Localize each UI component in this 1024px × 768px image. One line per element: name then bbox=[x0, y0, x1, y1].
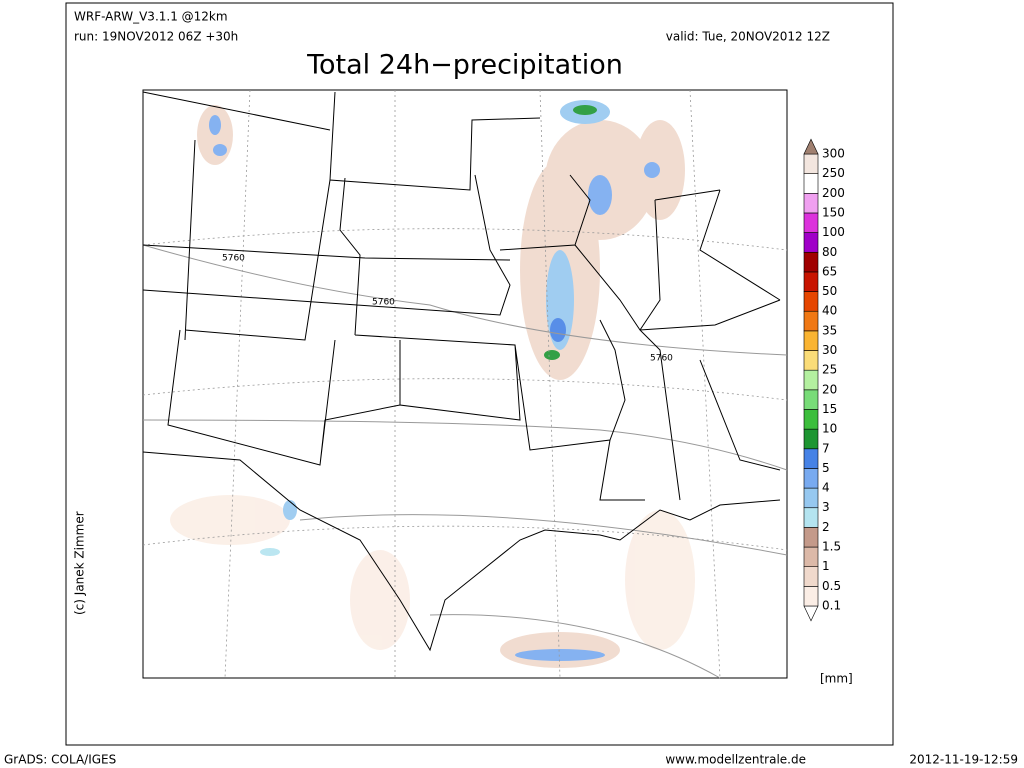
colorbar-label: 10 bbox=[822, 422, 837, 436]
colorbar-label: 300 bbox=[822, 147, 845, 161]
color-box bbox=[803, 507, 819, 528]
contour-label: 5760 bbox=[650, 354, 673, 364]
colorbar-label: 65 bbox=[822, 264, 837, 278]
color-box bbox=[803, 271, 819, 292]
colorbar-label: 3 bbox=[822, 500, 830, 514]
precip-area bbox=[644, 162, 660, 178]
colorbar-label: 4 bbox=[822, 481, 830, 495]
colorbar-label: 40 bbox=[822, 304, 837, 318]
contour-label: 5760 bbox=[372, 298, 395, 308]
colorbar-label: 1 bbox=[822, 559, 830, 573]
colorbar-label: 30 bbox=[822, 343, 837, 357]
map-title: Total 24h−precipitation bbox=[306, 50, 623, 81]
colorbar-label: 25 bbox=[822, 363, 837, 377]
colorbar-label: 0.5 bbox=[822, 579, 841, 593]
color-box bbox=[803, 310, 819, 332]
color-box bbox=[803, 251, 819, 273]
footer-center: www.modellzentrale.de bbox=[665, 753, 806, 767]
colorbar-label: 7 bbox=[822, 441, 830, 455]
colorbar-label: 150 bbox=[822, 205, 845, 219]
color-box bbox=[803, 350, 819, 371]
coastline bbox=[142, 451, 781, 652]
contour-label: 5760 bbox=[222, 254, 245, 264]
precip-area bbox=[550, 318, 566, 342]
colorbar-label: 35 bbox=[822, 323, 837, 337]
colorbar-label: 80 bbox=[822, 245, 837, 259]
precip-area bbox=[283, 500, 297, 520]
color-box bbox=[803, 468, 819, 489]
precip-area bbox=[515, 649, 605, 661]
color-box bbox=[803, 566, 819, 587]
run-label: run: 19NOV2012 06Z +30h bbox=[74, 30, 238, 44]
colorbar-label: 200 bbox=[822, 186, 845, 200]
colorbar-label: 50 bbox=[822, 284, 837, 298]
map bbox=[142, 89, 788, 679]
colorbar-label: 0.1 bbox=[822, 599, 841, 613]
precip-area bbox=[213, 144, 227, 156]
color-box bbox=[803, 232, 819, 253]
model-label: WRF-ARW_V3.1.1 @12km bbox=[74, 10, 228, 24]
color-box bbox=[803, 173, 819, 194]
color-box bbox=[803, 330, 819, 351]
color-box bbox=[803, 389, 819, 410]
color-box bbox=[803, 193, 819, 214]
precip-area bbox=[625, 510, 695, 650]
colorbar-label: 2 bbox=[822, 520, 830, 534]
color-box bbox=[803, 487, 819, 509]
precip-area bbox=[350, 550, 410, 650]
precipitation bbox=[170, 100, 695, 668]
color-box bbox=[803, 369, 819, 391]
colorbar-label: 20 bbox=[822, 382, 837, 396]
color-box bbox=[803, 153, 819, 174]
unit-label: [mm] bbox=[820, 672, 853, 686]
colorbar-label: 100 bbox=[822, 225, 845, 239]
color-box bbox=[803, 586, 819, 607]
valid-label: valid: Tue, 20NOV2012 12Z bbox=[666, 30, 830, 44]
colorbar-label: 250 bbox=[822, 166, 845, 180]
state-border bbox=[142, 91, 781, 501]
colorbar-label: 5 bbox=[822, 461, 830, 475]
color-box bbox=[803, 448, 819, 469]
footer-right: 2012-11-19-12:59 bbox=[909, 753, 1018, 767]
precip-area bbox=[170, 495, 290, 545]
precip-area bbox=[260, 548, 280, 556]
credit: (c) Janek Zimmer bbox=[73, 511, 87, 615]
colorbar-label: 1.5 bbox=[822, 540, 841, 554]
color-box bbox=[803, 527, 819, 548]
contour-line bbox=[142, 419, 788, 679]
frame bbox=[65, 2, 894, 746]
color-triangle bbox=[803, 138, 819, 155]
precip-area bbox=[209, 115, 221, 135]
color-box bbox=[803, 428, 819, 450]
color-box bbox=[803, 291, 819, 312]
contour-line bbox=[142, 244, 788, 356]
color-box bbox=[803, 409, 819, 430]
colorbar: 0.1 0.5 1 1.5 2 3 4 5 7 10 15 20 25 30 35 40 50 65 80 100 15… bbox=[803, 138, 845, 622]
precip-area bbox=[573, 105, 597, 115]
color-triangle bbox=[803, 605, 819, 622]
precip-area bbox=[544, 350, 560, 360]
color-box bbox=[803, 546, 819, 567]
footer-left: GrADS: COLA/IGES bbox=[4, 753, 116, 767]
colorbar-label: 15 bbox=[822, 402, 837, 416]
precip-area bbox=[588, 175, 612, 215]
color-box bbox=[803, 212, 819, 233]
